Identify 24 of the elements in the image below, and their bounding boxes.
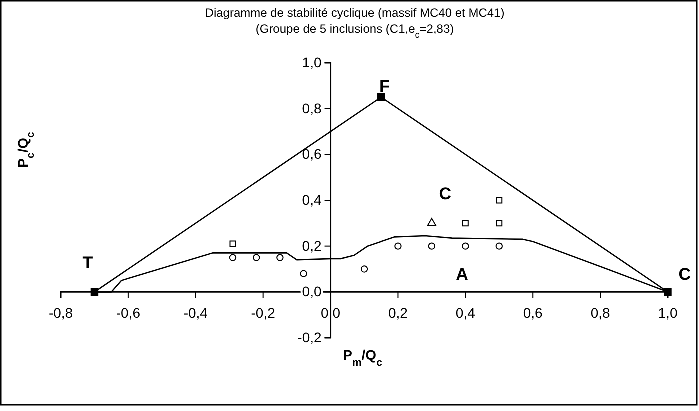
- y-tick-label: -0,2: [298, 329, 322, 346]
- chart-title: Diagramme de stabilité cyclique (massif MC40 et MC41): [205, 6, 505, 20]
- y-tick-label: 0,0: [302, 284, 322, 300]
- x-axis-title: P$_{m}$/Q$_{c}$: [343, 347, 383, 369]
- x-tick-label: -0,6: [116, 304, 141, 321]
- y-tick-label: 0,6: [302, 146, 322, 162]
- y-tick-label: 0,4: [302, 192, 322, 208]
- y-tick-label: 0,2: [302, 238, 322, 254]
- text: C: [678, 264, 691, 284]
- annotation: F: [380, 76, 390, 96]
- chart-subtitle: (Groupe de 5 inclusions (C1,e$_{c}$=2,83): [256, 22, 454, 40]
- x-tick-label: 0,8: [590, 304, 610, 321]
- x-tick-label: 0,2: [388, 304, 408, 321]
- x-tick-label: -0,4: [184, 304, 208, 321]
- x-tick-label: -0,8: [48, 304, 74, 321]
- y-tick-label: 1,0: [302, 54, 322, 70]
- annotation: C: [439, 184, 452, 204]
- x-tick-label: -0,2: [251, 304, 276, 321]
- x-tick-label: 0,4: [456, 304, 476, 321]
- x-tick-label: 0,6: [523, 304, 544, 321]
- y-tick-label: 0,8: [302, 100, 322, 116]
- annotation: T: [82, 253, 94, 272]
- annotation: A: [456, 264, 468, 284]
- x-tick-label: 1,0: [658, 304, 678, 321]
